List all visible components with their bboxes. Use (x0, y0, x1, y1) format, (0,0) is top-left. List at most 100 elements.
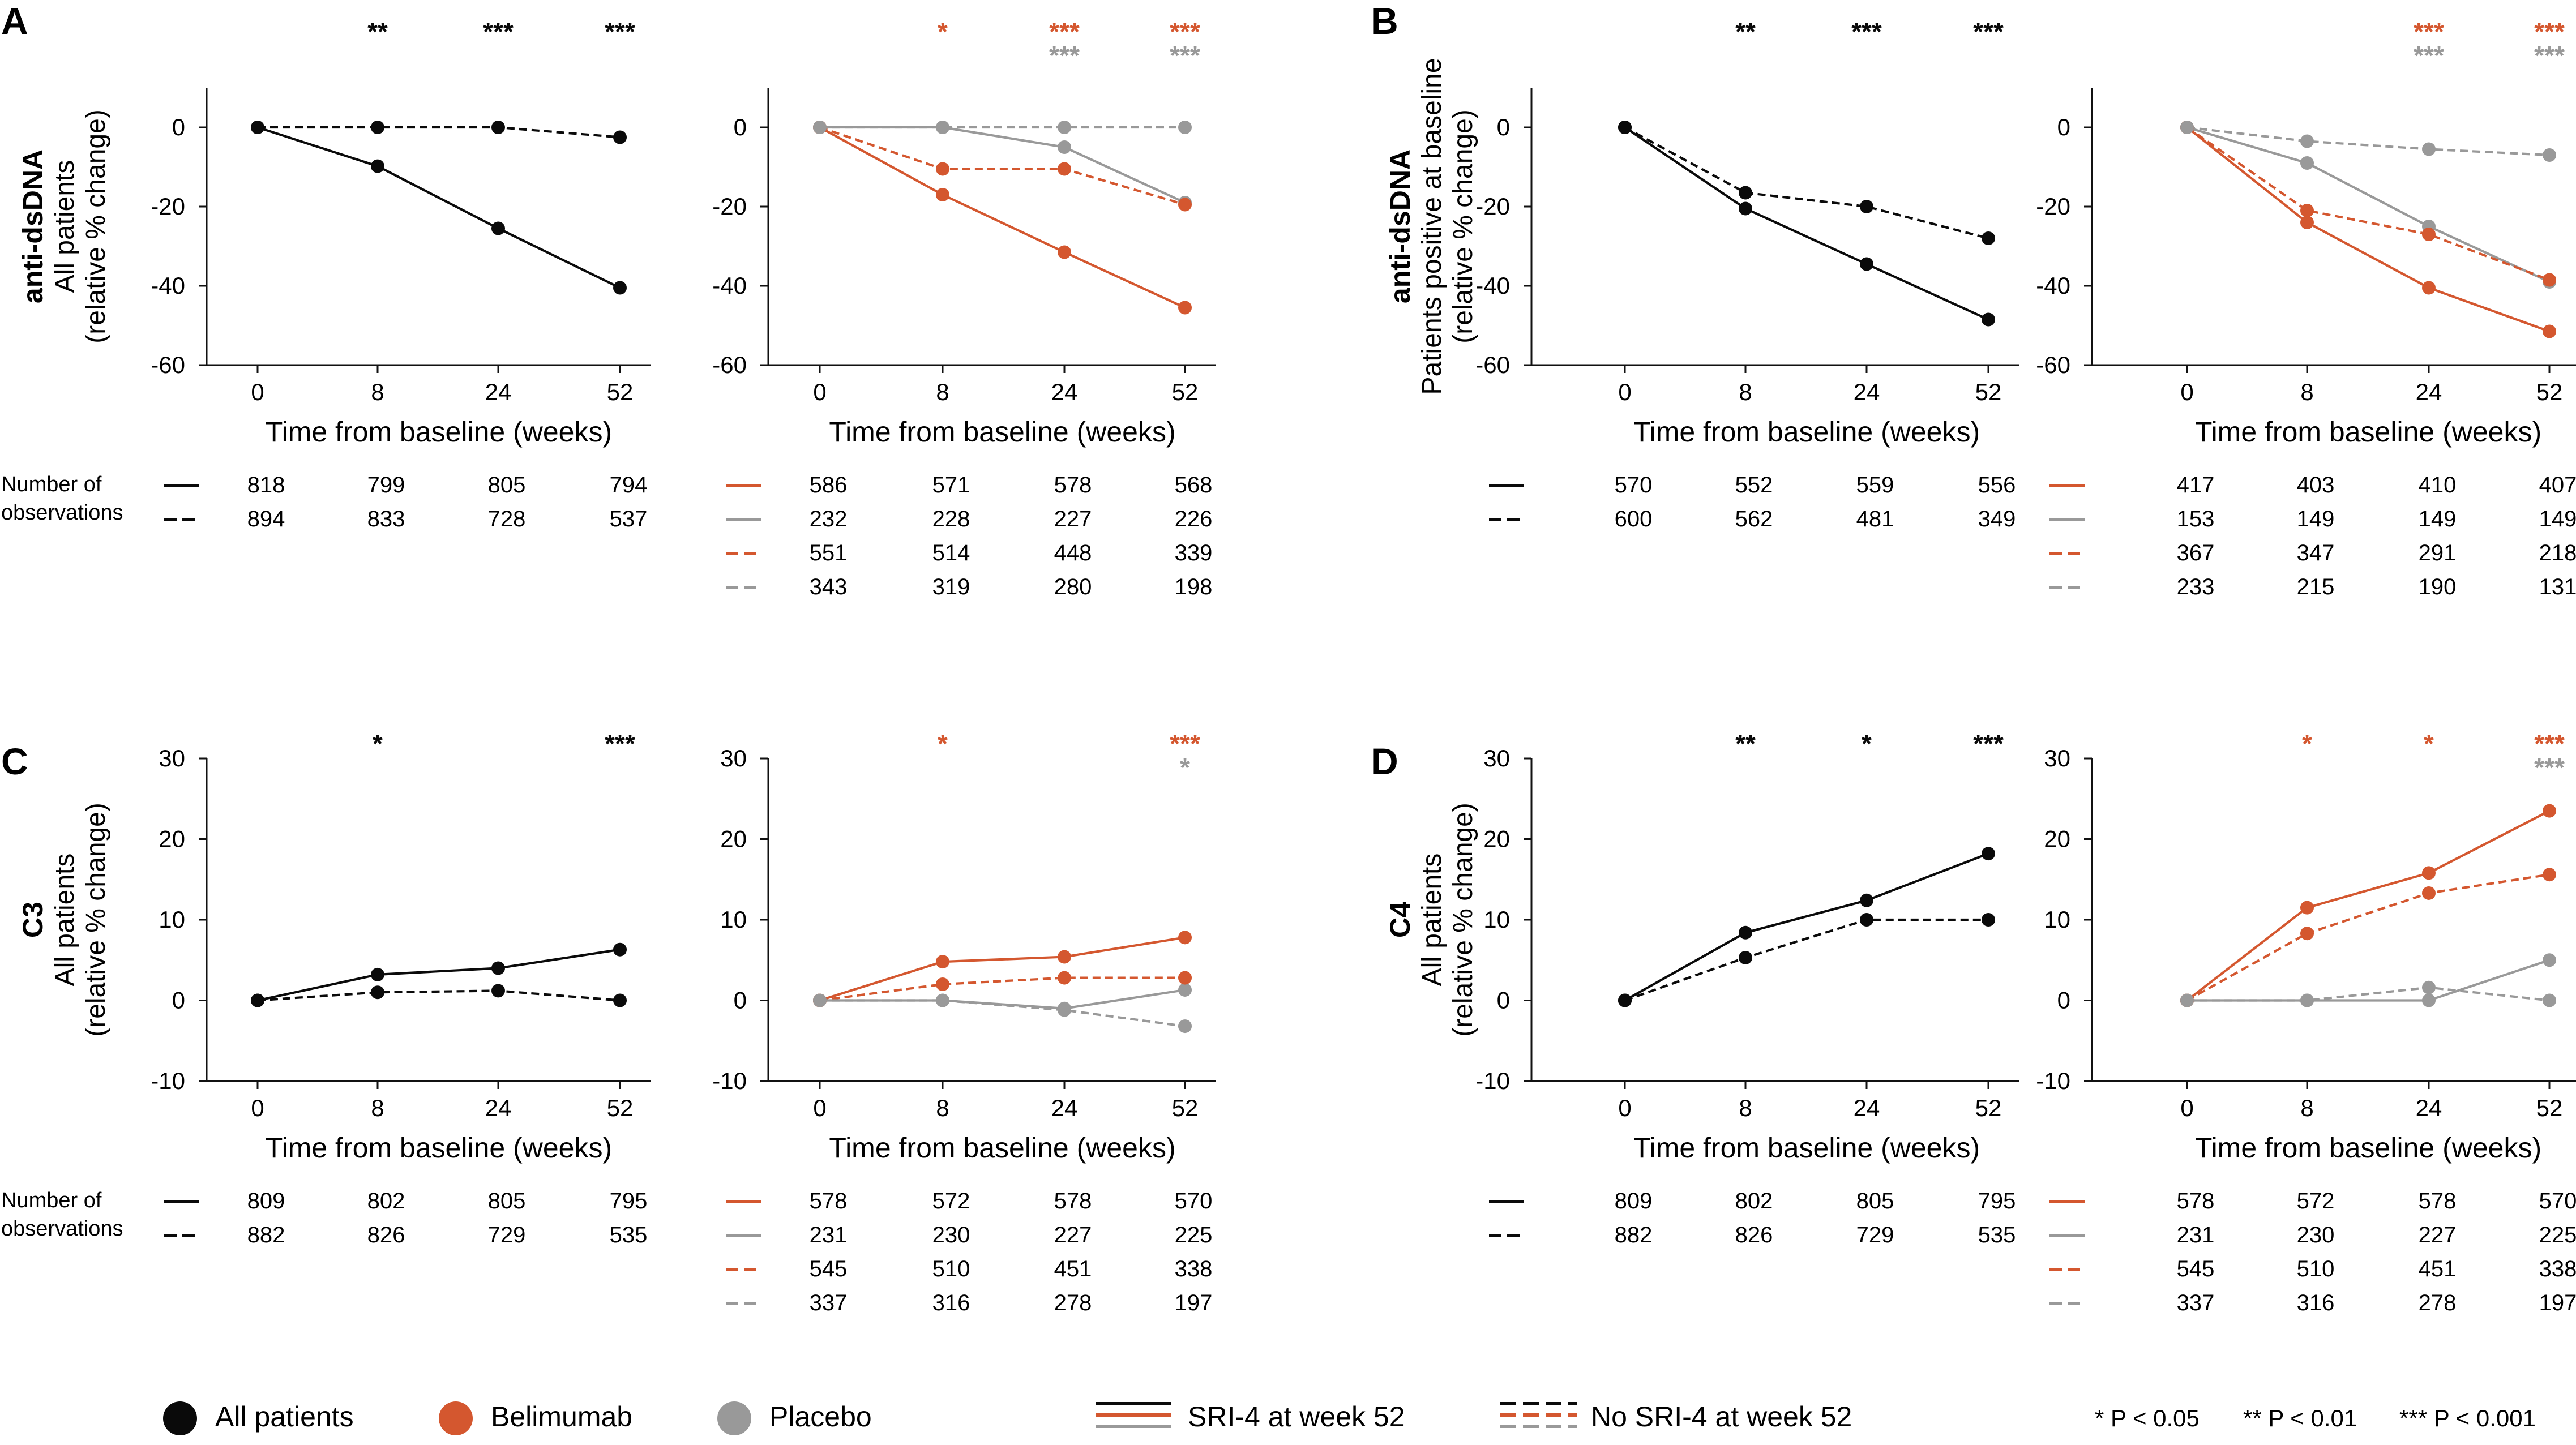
right-plot-observation-count: 225 (2539, 1223, 2576, 1247)
right-plot-observation-count: 230 (932, 1223, 970, 1247)
right-plot-data-point (936, 162, 949, 176)
right-plot-observation-count: 190 (2419, 574, 2457, 599)
left-plot-y-tick-label: -40 (151, 272, 185, 299)
right-plot-data-point (936, 977, 949, 991)
right-plot-observation-count: 572 (2297, 1189, 2335, 1214)
left-plot-significance-mark: *** (1851, 17, 1882, 46)
left-plot-observation-count: 349 (1978, 507, 2016, 531)
right-plot-significance-mark: *** (2534, 17, 2565, 46)
right-plot-data-point (813, 121, 827, 134)
left-plot-y-tick-label: 0 (1497, 987, 1510, 1014)
right-plot-x-tick-label: 0 (813, 1095, 826, 1121)
left-plot-observation-count: 826 (1735, 1223, 1773, 1247)
right-plot-x-tick-label: 8 (2300, 379, 2313, 405)
left-plot-x-tick-label: 24 (1854, 1095, 1880, 1121)
left-plot-significance-mark: *** (483, 17, 514, 46)
legend-p-value-1: * P < 0.05 (2095, 1405, 2200, 1431)
right-plot-significance-mark: * (938, 729, 948, 758)
right-plot-observation-count: 319 (932, 574, 970, 599)
right-plot-x-tick-label: 0 (813, 379, 826, 405)
left-plot-observation-count: 894 (247, 507, 285, 531)
left-plot-y-tick-label: -10 (151, 1067, 185, 1094)
right-plot-significance-mark: *** (1170, 41, 1200, 70)
right-plot-x-tick-label: 52 (2536, 1095, 2563, 1121)
y-axis-label-line-2: (relative % change) (81, 803, 111, 1037)
legend-label-no-sri4: No SRI-4 at week 52 (1591, 1401, 1852, 1433)
right-plot-observation-count: 451 (1054, 1257, 1092, 1281)
right-plot-observation-count: 337 (810, 1290, 848, 1315)
left-plot-observation-count: 535 (1978, 1223, 2016, 1247)
left-plot-data-point (1982, 231, 1995, 245)
left-plot-x-tick-label: 52 (1975, 379, 2002, 405)
left-plot-x-tick-label: 8 (1739, 379, 1752, 405)
left-plot-data-point (491, 984, 505, 998)
right-plot-data-point (1178, 931, 1192, 945)
left-plot-y-tick-label: -60 (151, 351, 185, 378)
right-plot-observation-count: 231 (2177, 1223, 2215, 1247)
observations-label-line-2: observations (1, 501, 123, 525)
right-plot-x-axis-label: Time from baseline (weeks) (2195, 1132, 2541, 1164)
right-plot-data-point (1058, 162, 1071, 176)
panel-title: C4 (1384, 902, 1416, 938)
right-plot-y-tick-label: -10 (712, 1067, 747, 1094)
right-plot-data-point (2180, 121, 2194, 134)
right-plot-significance-mark: *** (1170, 729, 1200, 758)
observations-label-line-1: Number of (1, 473, 102, 496)
left-plot-data-point (613, 942, 627, 957)
right-plot-y-tick-label: 30 (2044, 745, 2070, 771)
left-plot-data-point (1982, 312, 1995, 327)
right-plot-significance-mark: *** (2414, 41, 2444, 70)
right-plot-y-tick-label: 0 (2057, 987, 2070, 1014)
right-plot-series-line-4 (2187, 986, 2550, 1002)
right-plot-observation-count: 227 (1054, 507, 1092, 531)
y-axis-label-line-2: (relative % change) (81, 109, 111, 344)
right-plot-significance-mark: *** (2534, 729, 2565, 758)
panel-letter-c: C (1, 740, 28, 782)
left-plot-x-axis-label: Time from baseline (weeks) (266, 416, 612, 448)
right-plot-observation-count: 226 (1175, 507, 1213, 531)
right-plot-significance-mark: * (938, 17, 948, 46)
right-plot-observation-count: 232 (810, 507, 848, 531)
left-plot-observation-count: 552 (1735, 473, 1773, 498)
left-plot-x-tick-label: 8 (1739, 1095, 1752, 1121)
right-plot-observation-count: 403 (2297, 473, 2335, 498)
left-plot-observation-count: 833 (367, 507, 405, 531)
right-plot-y-tick-label: -20 (712, 193, 747, 220)
left-plot-observation-count: 556 (1978, 473, 2016, 498)
right-plot-observation-count: 578 (1054, 1189, 1092, 1214)
right-plot-observation-count: 231 (810, 1223, 848, 1247)
left-plot-observation-count: 562 (1735, 507, 1773, 531)
right-plot-series-line-3 (819, 976, 1185, 1002)
right-plot-observation-count: 572 (932, 1189, 970, 1214)
legend-marker-placebo (717, 1401, 751, 1435)
left-plot-observation-count: 805 (488, 473, 526, 498)
left-plot-y-tick-label: 30 (159, 745, 185, 771)
left-plot-significance-mark: *** (605, 729, 635, 758)
right-plot-observation-count: 278 (2419, 1290, 2457, 1315)
right-plot-significance-mark: * (1180, 753, 1190, 782)
left-plot-data-point (1860, 200, 1873, 213)
left-plot-observation-count: 802 (367, 1189, 405, 1214)
legend-label-placebo: Placebo (769, 1401, 872, 1433)
y-axis-label-line-1: All patients (50, 160, 80, 293)
left-plot-data-point (371, 985, 384, 1000)
right-plot-data-point (2422, 228, 2436, 241)
right-plot-observation-count: 339 (1175, 541, 1213, 565)
right-plot-data-point (2180, 993, 2194, 1007)
right-plot-observation-count: 149 (2297, 507, 2335, 531)
right-plot-observation-count: 407 (2539, 473, 2576, 498)
left-plot-data-point (1618, 121, 1632, 134)
left-plot-y-tick-label: 20 (159, 826, 185, 852)
left-plot-significance-mark: *** (1973, 729, 2004, 758)
right-plot-data-point (2543, 804, 2556, 818)
right-plot-data-point (2543, 273, 2556, 287)
left-plot-observation-count: 826 (367, 1223, 405, 1247)
left-plot-data-point (1982, 847, 1995, 861)
right-plot-series-line-1 (2186, 809, 2550, 1002)
right-plot-data-point (2300, 156, 2314, 170)
right-plot-observation-count: 149 (2539, 507, 2576, 531)
observations-label-line-1: Number of (1, 1189, 102, 1212)
left-plot-y-tick-label: -40 (1475, 272, 1510, 299)
right-plot-data-point (2543, 868, 2556, 882)
